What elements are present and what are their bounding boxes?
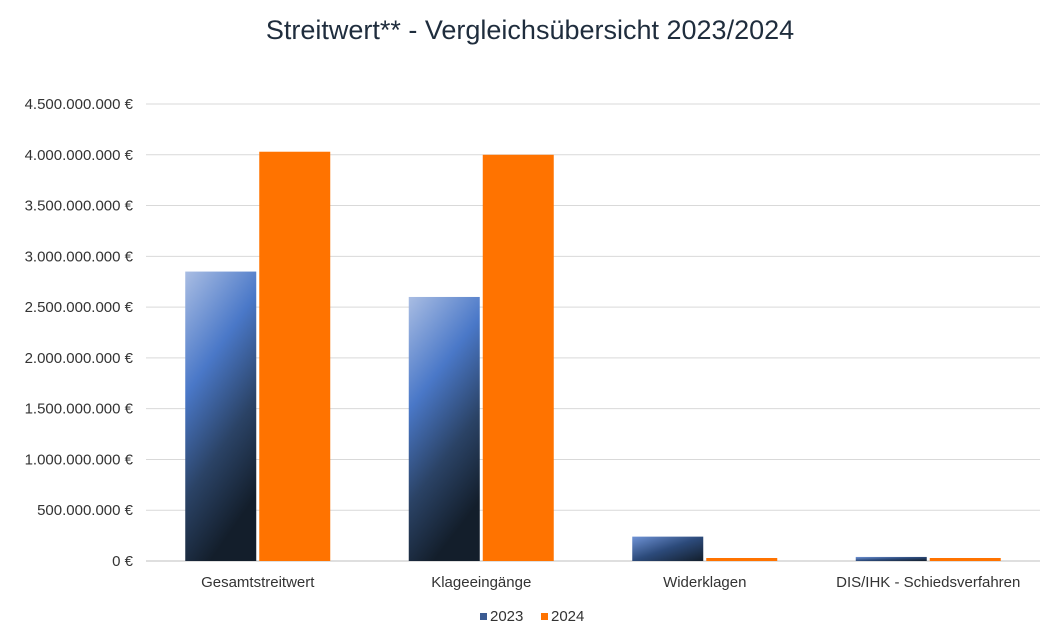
y-tick-label: 500.000.000 € [37,502,134,519]
bar-2023-2 [632,536,704,561]
y-tick-label: 0 € [112,553,134,570]
bar-2023-3 [855,556,927,561]
y-axis-tick-labels: 0 € 500.000.000 € 1.000.000.000 € 1.500.000… [25,96,134,570]
y-tick-label: 3.000.000.000 € [25,248,134,265]
y-tick-label: 1.000.000.000 € [25,451,134,468]
bars [185,151,1001,561]
x-tick-label: DIS/IHK - Schiedsverfahren [836,574,1020,591]
chart-title: Streitwert** - Vergleichsübersicht 2023/… [266,15,794,45]
bar-2024-2 [706,558,778,561]
legend-label-2023: 2023 [490,608,523,625]
y-tick-label: 4.500.000.000 € [25,96,134,113]
legend-swatch-2023 [480,613,487,620]
y-tick-label: 3.500.000.000 € [25,198,134,215]
y-tick-label: 4.000.000.000 € [25,147,134,164]
legend-swatch-2024 [541,613,548,620]
bar-2024-3 [929,558,1001,561]
bar-2024-0 [259,151,331,561]
x-axis-tick-labels: Gesamtstreitwert Klageeingänge Widerklagen… [201,574,1020,591]
x-tick-label: Widerklagen [663,574,746,591]
y-tick-label: 2.000.000.000 € [25,350,134,367]
y-tick-label: 1.500.000.000 € [25,401,134,418]
x-tick-label: Klageeingänge [431,574,531,591]
bar-2023-1 [408,296,480,561]
bar-2023-0 [185,271,257,561]
bar-2024-1 [482,154,554,561]
x-tick-label: Gesamtstreitwert [201,574,315,591]
legend: 2023 2024 [480,608,584,625]
y-tick-label: 2.500.000.000 € [25,299,134,316]
legend-label-2024: 2024 [551,608,584,625]
